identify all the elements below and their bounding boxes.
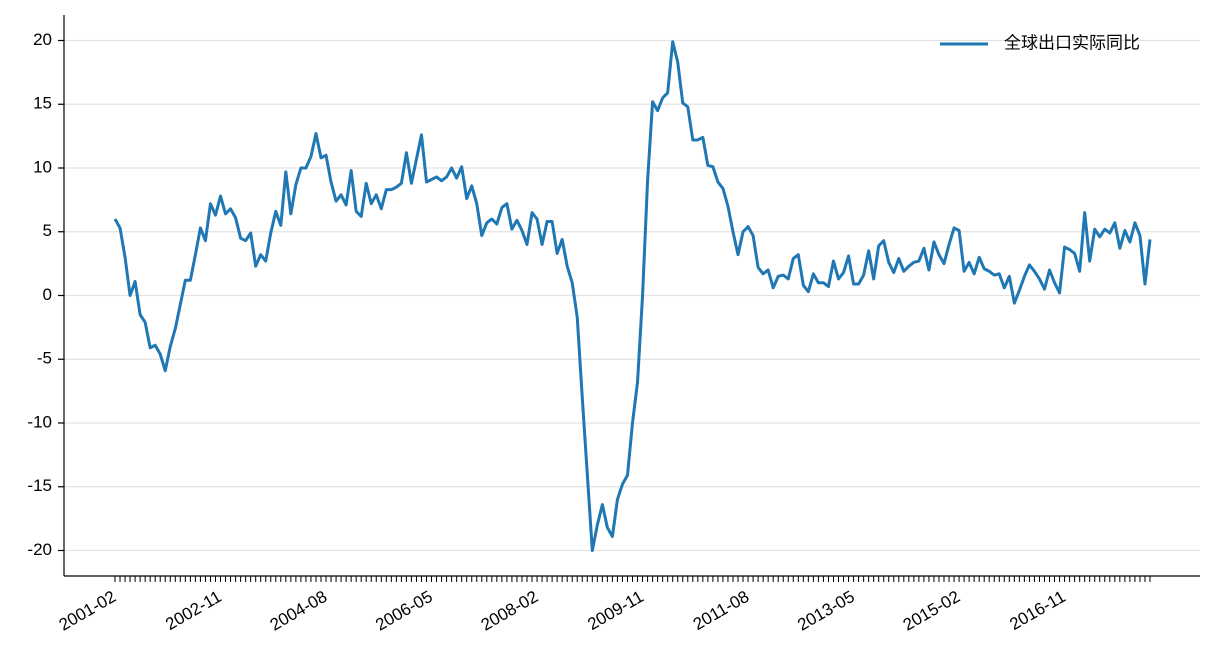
y-tick-label: 0 xyxy=(43,285,52,304)
y-tick-label: -20 xyxy=(27,540,52,559)
x-tick-label: 2006-05 xyxy=(372,587,436,635)
x-tick-label: 2013-05 xyxy=(794,587,858,635)
x-tick-label: 2016-11 xyxy=(1006,587,1068,634)
legend-label: 全球出口实际同比 xyxy=(1004,33,1140,52)
x-tick-label: 2008-02 xyxy=(478,587,542,635)
y-tick-label: 20 xyxy=(33,30,52,49)
x-tick-label: 2004-08 xyxy=(267,587,331,635)
y-tick-label: 5 xyxy=(43,221,52,240)
y-tick-label: -15 xyxy=(27,476,52,495)
x-tick-label: 2002-11 xyxy=(162,587,224,634)
x-tick-label: 2011-08 xyxy=(690,587,752,634)
y-tick-label: 15 xyxy=(33,94,52,113)
y-tick-label: 10 xyxy=(33,157,52,176)
y-tick-label: -10 xyxy=(27,412,52,431)
series-line xyxy=(113,40,1152,552)
x-tick-label: 2001-02 xyxy=(56,587,120,635)
x-tick-label: 2009-11 xyxy=(584,587,646,634)
y-tick-label: -5 xyxy=(37,349,52,368)
x-tick-label: 2015-02 xyxy=(900,587,964,635)
